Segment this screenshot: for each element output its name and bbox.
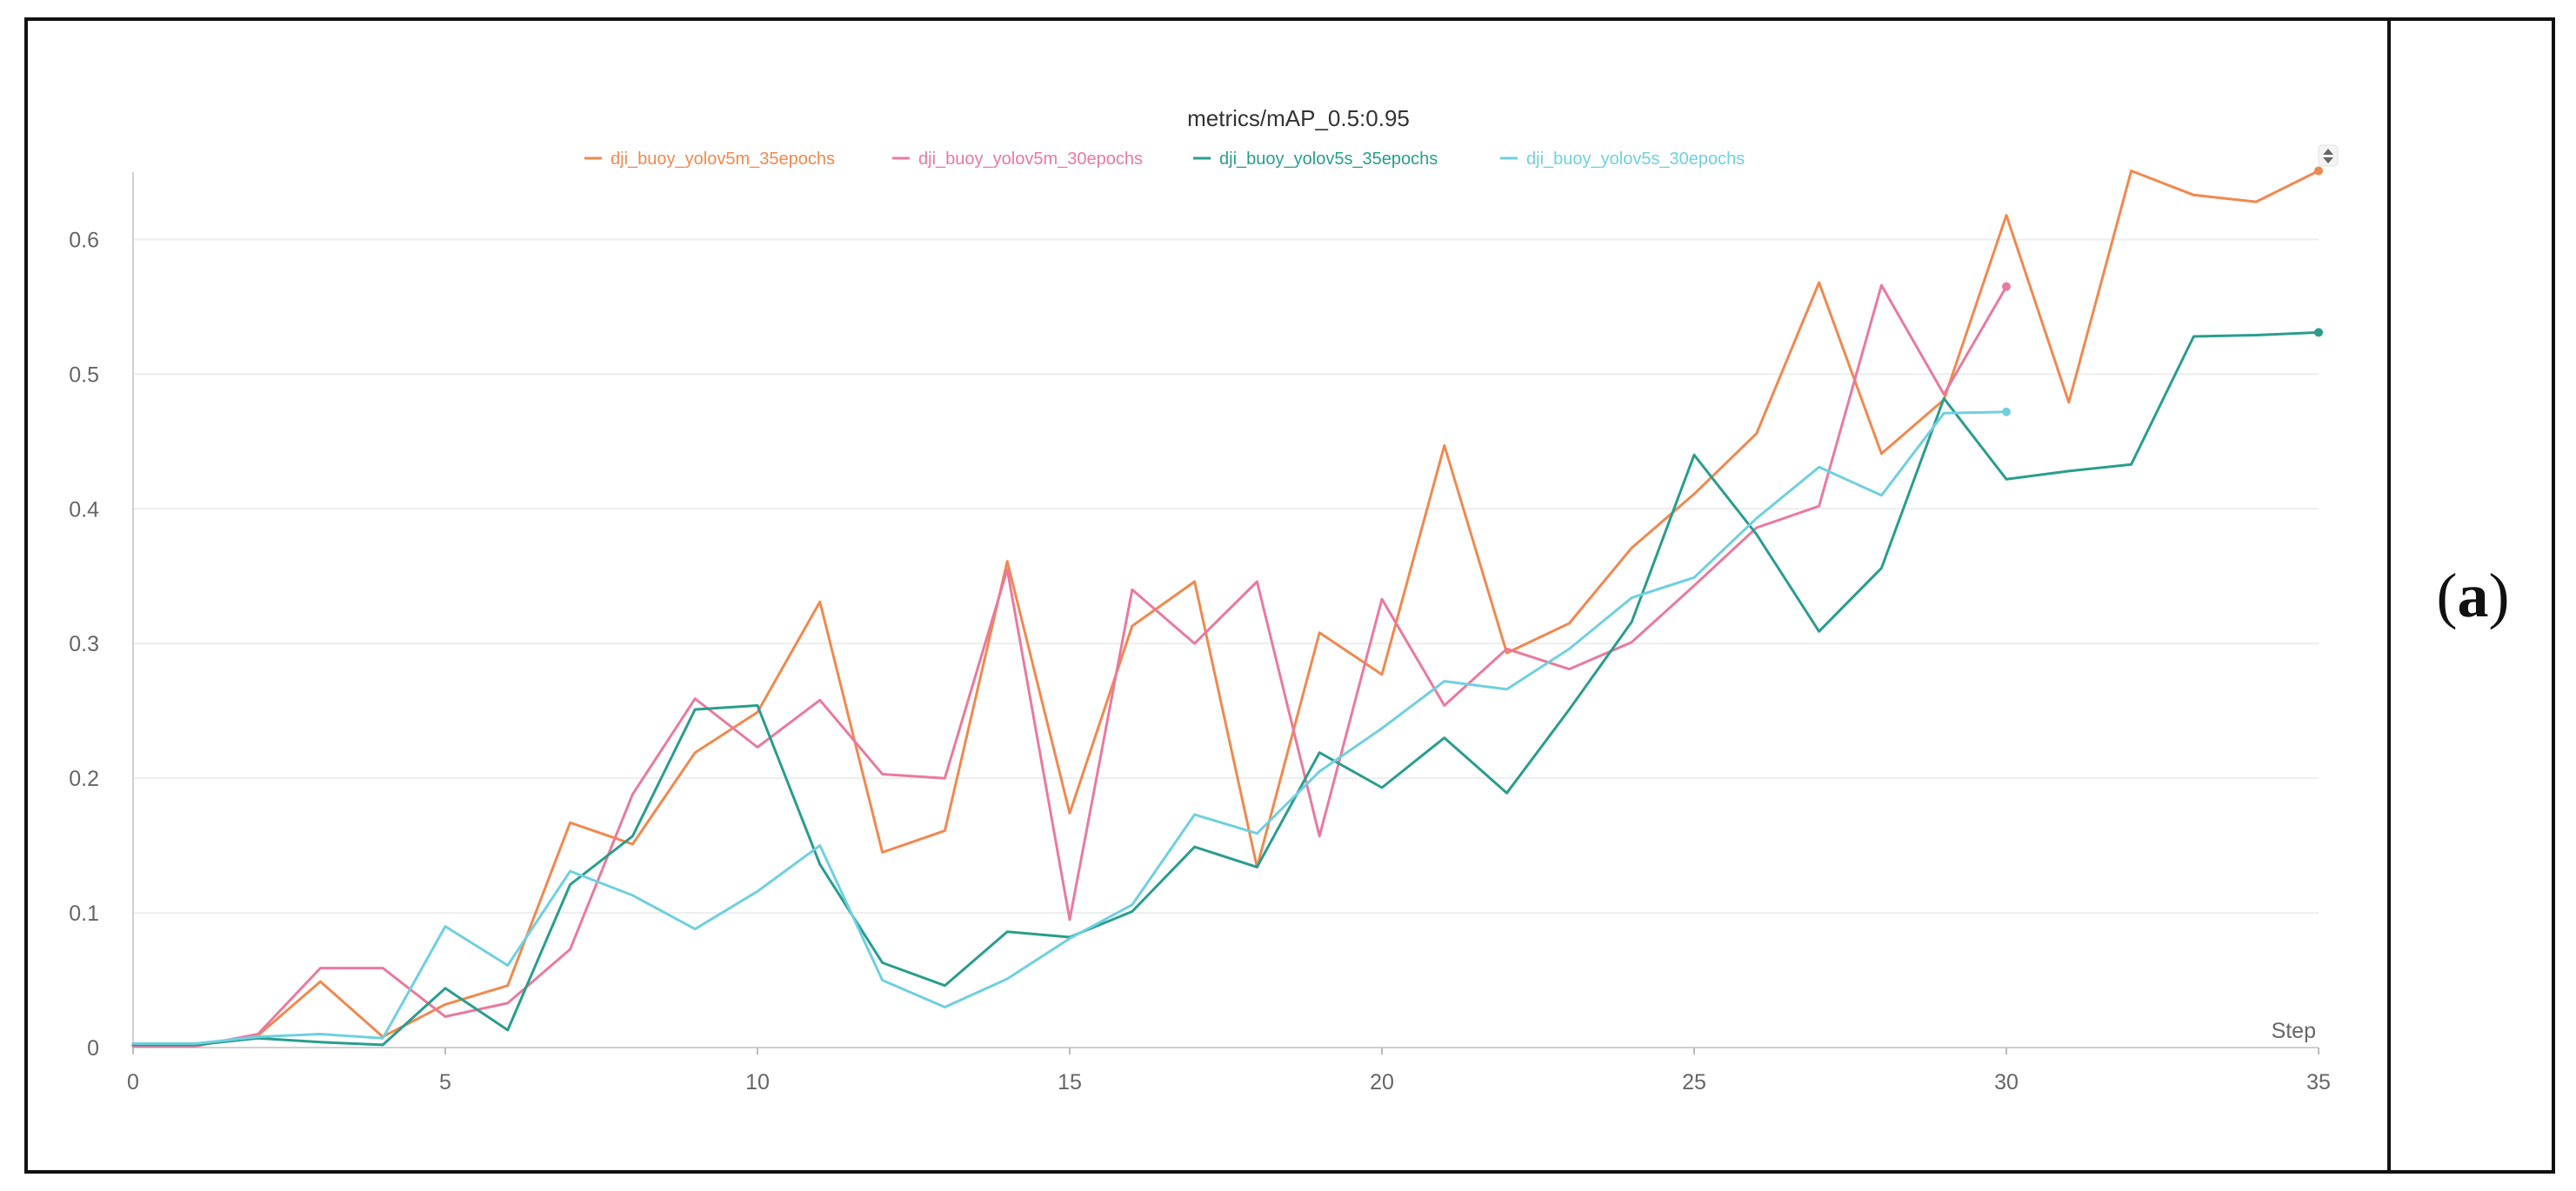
y-tick-label: 0.5 [69, 363, 99, 387]
panel-label: (a) [2391, 17, 2555, 1174]
chart-legend: dji_buoy_yolov5m_35epochs dji_buoy_yolov5… [584, 150, 1745, 169]
legend-label: dji_buoy_yolov5m_35epochs [611, 150, 835, 169]
x-tick-label: 15 [1058, 1070, 1082, 1095]
panel-label-letter: a [2457, 560, 2489, 630]
series-line-1 [131, 170, 2320, 1047]
panel-label-close: ) [2488, 560, 2510, 630]
x-tick-label: 0 [127, 1070, 139, 1095]
y-tick-label: 0.6 [69, 228, 99, 252]
grid-lines [133, 238, 2319, 915]
series-endpoint-3 [2314, 328, 2323, 337]
series-line-2 [131, 283, 2008, 1048]
chart-title: metrics/mAP_0.5:0.95 [1187, 105, 1410, 131]
series-line-3 [131, 330, 2320, 1047]
x-tick-label: 25 [1682, 1070, 1706, 1095]
axes: 0 0.1 0.2 0.3 0.4 0.5 0.6 0 5 10 15 20 25 30 35 [69, 172, 2331, 1095]
panel-label-open: ( [2436, 560, 2458, 630]
figure-frame [24, 17, 2555, 1174]
x-tick-label: 10 [745, 1070, 770, 1095]
legend-item-1: dji_buoy_yolov5m_35epochs [584, 150, 835, 169]
y-tick-label: 0.1 [69, 902, 99, 926]
caret-up-icon [2323, 149, 2333, 155]
x-tick-label: 20 [1370, 1070, 1394, 1095]
panel-divider [2387, 17, 2391, 1174]
legend-label: dji_buoy_yolov5s_30epochs [1526, 150, 1745, 169]
caret-down-icon [2323, 157, 2333, 163]
legend-item-2: dji_buoy_yolov5m_30epochs [892, 150, 1143, 169]
y-tick-label: 0 [87, 1036, 99, 1061]
y-tick-label: 0.3 [69, 632, 99, 656]
x-axis-label: Step [2272, 1019, 2316, 1043]
series-endpoint-1 [2314, 166, 2323, 176]
legend-menu-icon[interactable] [2318, 144, 2339, 167]
series-lines [131, 166, 2323, 1048]
series-endpoint-4 [2002, 407, 2011, 416]
series-endpoint-2 [2002, 282, 2011, 291]
y-tick-label: 0.4 [69, 497, 99, 522]
legend-label: dji_buoy_yolov5m_30epochs [918, 150, 1143, 169]
y-tick-label: 0.2 [69, 767, 99, 791]
legend-item-4: dji_buoy_yolov5s_30epochs [1500, 150, 1745, 169]
series-line-4 [131, 410, 2008, 1045]
x-tick-label: 35 [2306, 1070, 2331, 1095]
legend-menu-bg [2318, 144, 2339, 167]
x-tick-label: 30 [1994, 1070, 2019, 1095]
x-tick-label: 5 [439, 1070, 451, 1095]
legend-item-3: dji_buoy_yolov5s_35epochs [1193, 150, 1438, 169]
legend-label: dji_buoy_yolov5s_35epochs [1219, 150, 1438, 169]
